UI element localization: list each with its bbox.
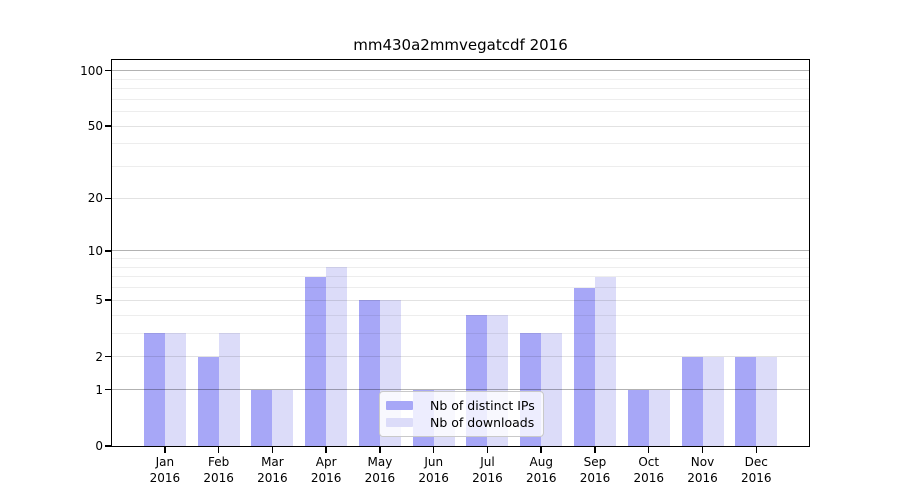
gridline-minor-7 [112,276,809,278]
legend-label-distinct-ips: Nb of distinct IPs [430,398,535,413]
gridline-1 [112,389,809,391]
gridline-minor-30 [112,166,809,168]
bar-distinct-ips-feb [197,356,219,446]
x-tick-label-dec: Dec 2016 [740,455,772,485]
x-tick-aug [540,447,542,453]
bar-distinct-ips-apr [305,276,327,446]
legend-swatch-distinct-ips [386,401,413,410]
gridline-minor-6 [112,287,809,289]
x-tick-label-nov: Nov 2016 [687,455,718,485]
x-tick-jan [164,447,166,453]
chart-title: mm430a2mmvegatcdf 2016 [353,36,568,54]
gridline-10 [112,250,809,252]
bar-distinct-ips-sep [573,287,595,446]
gridline-minor-3 [112,332,809,334]
gridline-minor-4 [112,314,809,316]
legend-swatch-downloads [386,418,413,427]
bar-distinct-ips-dec [735,356,757,446]
bar-downloads-feb [218,333,240,446]
y-tick-10 [105,250,111,252]
gridline-100 [112,70,809,72]
x-tick-label-feb: Feb 2016 [203,455,234,485]
bar-downloads-mar [272,389,294,446]
bar-distinct-ips-mar [251,389,273,446]
bar-downloads-aug [541,333,563,446]
x-tick-feb [217,447,220,453]
y-tick-label-1: 1 [95,382,103,397]
y-tick-label-50: 50 [87,119,103,134]
gridline-minor-9 [112,258,809,260]
x-tick-label-jan: Jan 2016 [149,455,181,485]
gridline-5 [112,299,809,301]
y-tick-20 [105,197,111,200]
gridline-minor-90 [112,78,809,80]
legend-item-distinct-ips: Nb of distinct IPs [386,398,543,413]
y-tick-2 [105,355,111,358]
bar-distinct-ips-may [358,300,380,446]
bar-distinct-ips-oct [627,389,649,446]
bar-downloads-nov [702,356,724,446]
y-tick-label-2: 2 [95,349,103,364]
x-tick-label-sep: Sep 2016 [579,455,611,485]
x-tick-apr [325,447,327,453]
gridline-20 [112,197,809,199]
legend: Nb of distinct IPs Nb of downloads [379,391,544,437]
x-tick-label-may: May 2016 [364,455,396,485]
bar-downloads-apr [326,267,348,446]
x-tick-label-mar: Mar 2016 [257,455,288,485]
x-tick-mar [271,447,274,453]
x-tick-label-apr: Apr 2016 [310,455,342,485]
bar-distinct-ips-nov [681,356,703,446]
x-tick-sep [594,447,596,453]
legend-item-downloads: Nb of downloads [386,415,543,430]
x-tick-may [379,447,381,453]
x-tick-oct [647,447,650,453]
x-tick-label-jul: Jul 2016 [472,455,503,485]
gridline-minor-40 [112,143,809,145]
y-tick-label-0: 0 [95,439,103,453]
legend-label-downloads: Nb of downloads [430,415,535,430]
gridline-minor-60 [112,111,809,113]
gridline-2 [112,356,809,358]
y-tick-100 [105,69,111,72]
x-tick-label-jun: Jun 2016 [418,455,449,485]
bar-downloads-oct [648,389,670,446]
gridline-minor-80 [112,88,809,89]
bar-downloads-dec [756,356,778,446]
y-tick-1 [105,388,111,391]
x-tick-label-oct: Oct 2016 [633,455,664,485]
x-tick-nov [701,447,704,453]
x-tick-jun [432,447,435,453]
bar-downloads-jan [164,333,186,446]
gridline-minor-70 [112,98,809,100]
bar-distinct-ips-jan [143,333,165,446]
y-tick-label-5: 5 [95,293,103,308]
y-tick-0 [105,445,111,447]
bar-downloads-sep [594,276,616,446]
y-tick-label-100: 100 [80,63,103,78]
x-tick-dec [755,447,757,453]
x-tick-label-aug: Aug 2016 [525,455,557,485]
y-tick-5 [105,299,111,301]
y-tick-label-10: 10 [87,243,103,258]
y-tick-label-20: 20 [87,191,103,206]
x-tick-jul [486,447,489,453]
y-tick-50 [105,125,111,127]
gridline-minor-8 [112,266,809,268]
gridline-50 [112,125,809,127]
